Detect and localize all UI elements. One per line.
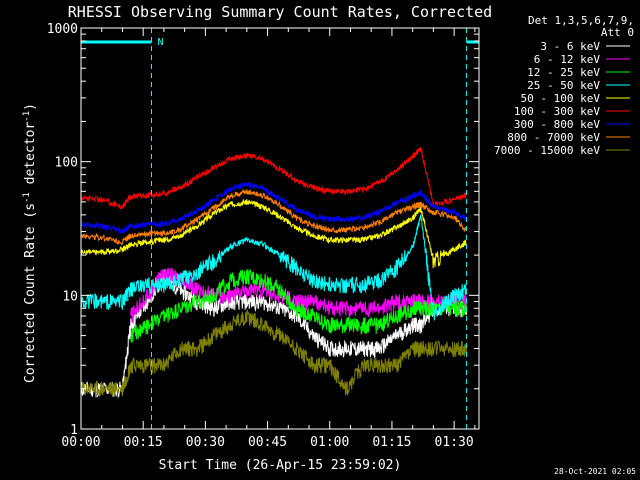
series-3-6-kev-line [80,269,468,399]
timestamp: 28-Oct-2021 02:05 [554,467,636,476]
y-axis-label-exponent-2: -1 [22,111,32,122]
legend-entry-label: 100 - 300 keV [514,105,600,118]
x-tick-label: 01:00 [310,435,349,450]
series-layer [80,146,468,399]
y-tick-label: 10 [62,289,78,304]
series-7000-15000-kev-line [80,309,468,398]
series-300-800-kev-line [80,181,468,235]
legend-entry-label: 300 - 800 keV [514,118,600,131]
x-tick-label: 00:30 [186,435,225,450]
series-trace [130,268,468,343]
series-trace [80,269,468,399]
series-100-300-kev-line [80,146,467,210]
legend-entry-label: 800 - 7000 keV [507,131,600,144]
legend-entry-label: 50 - 100 keV [521,92,601,105]
y-axis-label-end: ) [23,103,38,111]
legend-entry-label: 12 - 25 keV [527,66,600,79]
series-trace [80,181,468,235]
legend-entry-label: 3 - 6 keV [540,40,600,53]
series-25-50-kev-line [80,214,468,321]
y-axis-label-middle: detector [23,122,38,193]
series-trace [80,309,468,398]
legend-header: Att 0 [601,26,634,39]
x-tick-label: 01:30 [435,435,474,450]
x-tick-label: 01:15 [372,435,411,450]
series-12-25-kev-line [130,268,468,343]
axes-frame [80,27,480,430]
y-tick-label: 1000 [47,22,78,37]
series-trace [80,146,467,210]
x-axis-label: Start Time (26-Apr-15 23:59:02) [159,458,402,473]
legend-entry-label: 7000 - 15000 keV [494,144,600,157]
series-trace [80,198,467,269]
x-tick-label: 00:00 [61,435,100,450]
y-tick-label: 1 [70,423,78,438]
legend-entry-label: 25 - 50 keV [527,79,600,92]
flag-label: N [157,37,163,48]
legend-entry-label: 6 - 12 keV [534,53,601,66]
series-trace [80,189,468,246]
x-tick-label: 00:15 [124,435,163,450]
series-800-7000-kev-line [80,189,468,246]
chart-title: RHESSI Observing Summary Count Rates, Co… [68,3,492,21]
series-50-100-kev-line [80,198,467,269]
legend-header: Det 1,3,5,6,7,9, [528,14,634,27]
x-tick-label: 00:45 [248,435,287,450]
y-axis-label-main: Corrected Count Rate (s [23,203,38,383]
y-axis-label-exponent: -1 [22,192,32,203]
y-axis-label: Corrected Count Rate (s-1 detector-1) [22,103,38,383]
tick-layer: 00:00 00:15 00:30 00:45 01:00 01:15 01:30 1 10 10… [47,22,479,450]
y-tick-label: 100 [55,156,78,171]
series-trace [80,214,468,321]
